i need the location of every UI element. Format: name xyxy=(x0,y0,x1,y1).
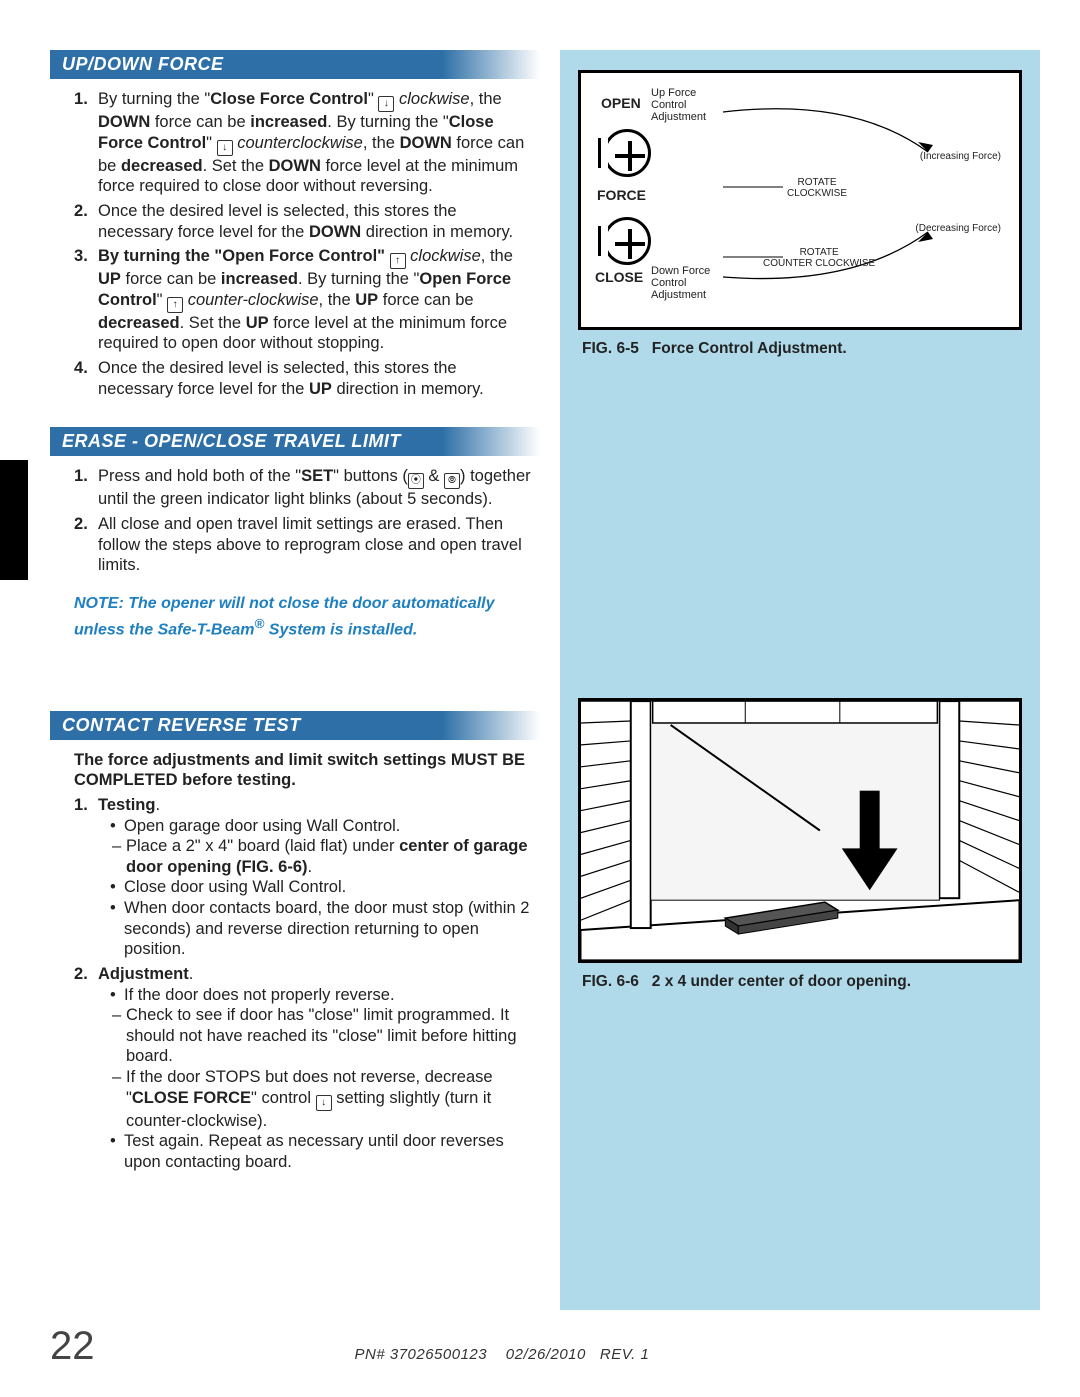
step: Press and hold both of the "SET" buttons… xyxy=(74,466,532,510)
fig-6-6-caption: FIG. 6-6 2 x 4 under center of door open… xyxy=(578,973,1022,991)
left-column: UP/DOWN FORCE By turning the "Close Forc… xyxy=(50,50,540,1310)
section-header-force: UP/DOWN FORCE xyxy=(50,50,540,79)
inc-text: (Increasing Force) xyxy=(920,151,1001,162)
step: Once the desired level is selected, this… xyxy=(74,201,532,242)
section-header-erase: ERASE - OPEN/CLOSE TRAVEL LIMIT xyxy=(50,427,540,456)
section-erase-content: Press and hold both of the "SET" buttons… xyxy=(50,466,540,576)
force-label: FORCE xyxy=(597,187,646,203)
bullet: If the door does not properly reverse. xyxy=(110,985,532,1006)
step: By turning the "Close Force Control" ↓ c… xyxy=(74,89,532,197)
footer: 22 PN# 37026500123 02/26/2010 REV. 1 xyxy=(50,1324,1040,1369)
rotate-ccw-text: ROTATECOUNTER CLOCKWISE xyxy=(763,247,875,269)
knob-icon xyxy=(603,129,651,177)
fig-6-5-caption: FIG. 6-5 Force Control Adjustment. xyxy=(578,340,1022,358)
section-header-contact: CONTACT REVERSE TEST xyxy=(50,711,540,740)
arrows-svg xyxy=(713,87,1013,317)
down-force-text: Down ForceControlAdjustment xyxy=(651,265,710,301)
up-force-text: Up ForceControlAdjustment xyxy=(651,87,706,123)
step: All close and open travel limit settings… xyxy=(74,514,532,576)
figure-6-6 xyxy=(578,698,1022,963)
section-force-content: By turning the "Close Force Control" ↓ c… xyxy=(50,89,540,399)
sub-bullet: Check to see if door has "close" limit p… xyxy=(112,1005,532,1067)
close-label: CLOSE xyxy=(595,269,643,285)
side-tab xyxy=(0,460,28,580)
bullet: Open garage door using Wall Control. xyxy=(110,816,532,837)
knob-icon xyxy=(603,217,651,265)
bullet: When door contacts board, the door must … xyxy=(110,898,532,960)
sub-bullet: If the door STOPS but does not reverse, … xyxy=(112,1067,532,1131)
step-testing: Testing. Open garage door using Wall Con… xyxy=(74,795,532,960)
step-adjustment: Adjustment. If the door does not properl… xyxy=(74,964,532,1173)
step: Once the desired level is selected, this… xyxy=(74,358,532,399)
right-column: OPEN Up ForceControlAdjustment FORCE CLO… xyxy=(560,50,1040,1310)
bullet: Close door using Wall Control. xyxy=(110,877,532,898)
footer-text: PN# 37026500123 02/26/2010 REV. 1 xyxy=(355,1346,650,1363)
sub-bullet: Place a 2" x 4" board (laid flat) under … xyxy=(112,836,532,877)
figure-6-5: OPEN Up ForceControlAdjustment FORCE CLO… xyxy=(578,70,1022,330)
note-text: NOTE: The opener will not close the door… xyxy=(50,594,540,641)
garage-svg xyxy=(581,701,1019,960)
open-label: OPEN xyxy=(601,95,641,111)
intro-text: The force adjustments and limit switch s… xyxy=(74,750,532,791)
section-contact-content: The force adjustments and limit switch s… xyxy=(50,750,540,1173)
page-number: 22 xyxy=(50,1324,95,1369)
dec-text: (Decreasing Force) xyxy=(915,223,1001,234)
page: UP/DOWN FORCE By turning the "Close Forc… xyxy=(0,0,1080,1310)
bullet: Test again. Repeat as necessary until do… xyxy=(110,1131,532,1172)
step: By turning the "Open Force Control" ↑ cl… xyxy=(74,246,532,354)
rotate-cw-text: ROTATECLOCKWISE xyxy=(787,177,847,199)
